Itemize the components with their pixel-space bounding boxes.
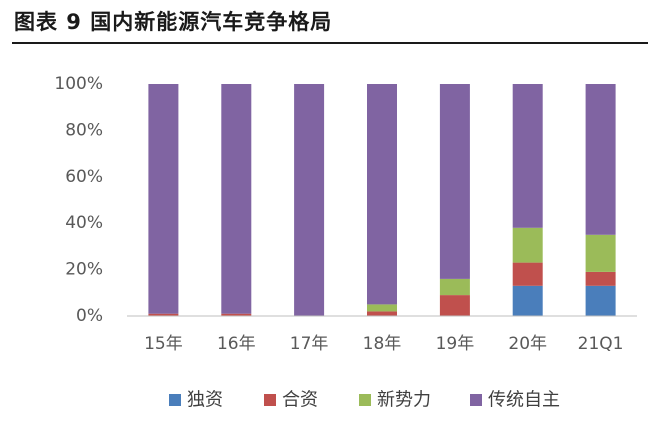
legend-swatch (470, 394, 482, 406)
legend-item: 传统自主 (470, 390, 560, 411)
bar-segment (439, 295, 470, 316)
bar-segment (512, 262, 543, 286)
y-tick-label: 40% (65, 213, 103, 233)
bar-segment (367, 311, 397, 316)
y-tick-label: 100% (54, 74, 103, 94)
y-tick-label: 80% (65, 120, 103, 140)
legend-label: 合资 (282, 390, 318, 411)
x-axis-ticks: 15年 16年 17年 18年 19年 20年 21Q1 (144, 334, 623, 354)
title-rule (12, 42, 648, 44)
bar-segment (585, 84, 616, 235)
legend: 独资 合资 新势力 传统自主 (169, 390, 560, 411)
bar-segment (148, 313, 179, 316)
legend-item: 合资 (264, 390, 318, 411)
legend-label: 新势力 (377, 390, 431, 411)
bar-segment (512, 227, 543, 263)
bar-segment (585, 234, 616, 272)
bar-segment (221, 313, 252, 316)
x-tick-label: 16年 (217, 334, 256, 354)
x-tick-label: 18年 (363, 334, 402, 354)
figure-title: 图表 9 国内新能源汽车竞争格局 (14, 10, 333, 34)
legend-item: 新势力 (359, 390, 431, 411)
y-axis-ticks: 0% 20% 40% 60% 80% 100% (54, 74, 103, 326)
legend-label: 传统自主 (488, 390, 560, 411)
bar-segment (148, 84, 179, 314)
bar-segment (585, 271, 616, 286)
x-tick-label: 17年 (290, 334, 329, 354)
bar-segment (439, 278, 470, 296)
bar-segment (512, 84, 543, 228)
x-tick-label: 21Q1 (578, 334, 624, 354)
y-tick-label: 0% (76, 306, 103, 326)
bar-segment (294, 84, 325, 316)
legend-label: 独资 (187, 390, 223, 411)
legend-item: 独资 (169, 390, 223, 411)
bar-segment (367, 304, 397, 312)
x-tick-label: 15年 (144, 334, 183, 354)
legend-swatch (264, 394, 276, 406)
bar-segment (585, 285, 616, 316)
x-tick-label: 20年 (508, 334, 547, 354)
bars (148, 84, 616, 316)
legend-swatch (359, 394, 371, 406)
y-tick-label: 60% (65, 167, 103, 187)
x-tick-label: 19年 (436, 334, 475, 354)
bar-segment (367, 84, 397, 305)
legend-swatch (169, 394, 181, 406)
bar-segment (512, 285, 543, 316)
bar-segment (221, 84, 252, 314)
y-tick-label: 20% (65, 260, 103, 280)
bar-segment (439, 84, 470, 279)
